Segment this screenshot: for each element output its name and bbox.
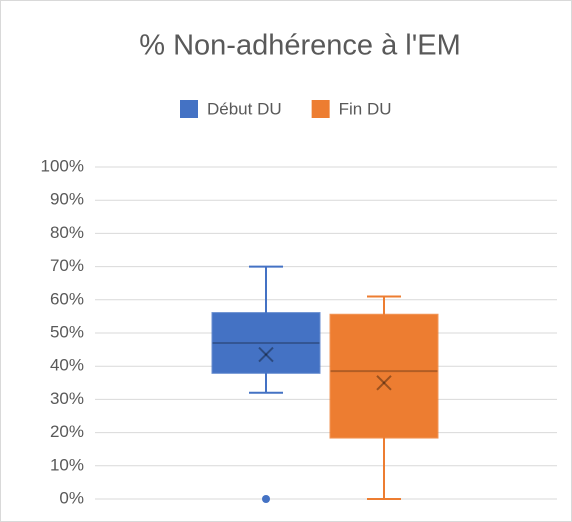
legend-swatch [311,100,330,118]
y-tick-label: 0% [59,488,84,507]
y-tick-label: 50% [50,322,84,341]
y-tick-label: 20% [50,422,84,441]
mean-marker [258,346,274,363]
y-tick-label: 60% [50,289,84,308]
y-tick-label: 30% [50,389,84,408]
mean-marker [258,346,274,363]
y-tick-label: 100% [41,156,84,175]
box [211,312,321,374]
y-tick-label: 90% [50,190,84,209]
legend-label: Début DU [207,99,282,118]
legend-label: Fin DU [339,99,392,118]
y-tick-label: 40% [50,356,84,375]
mean-marker [376,375,392,391]
legend-swatch [180,100,198,118]
y-tick-label: 70% [50,256,84,275]
y-tick-label: 80% [50,223,84,242]
chart-title: % Non-adhérence à l'EM [139,30,460,62]
y-tick-label: 10% [50,455,84,474]
outlier [262,495,270,503]
box [329,313,439,439]
mean-marker [376,375,392,391]
